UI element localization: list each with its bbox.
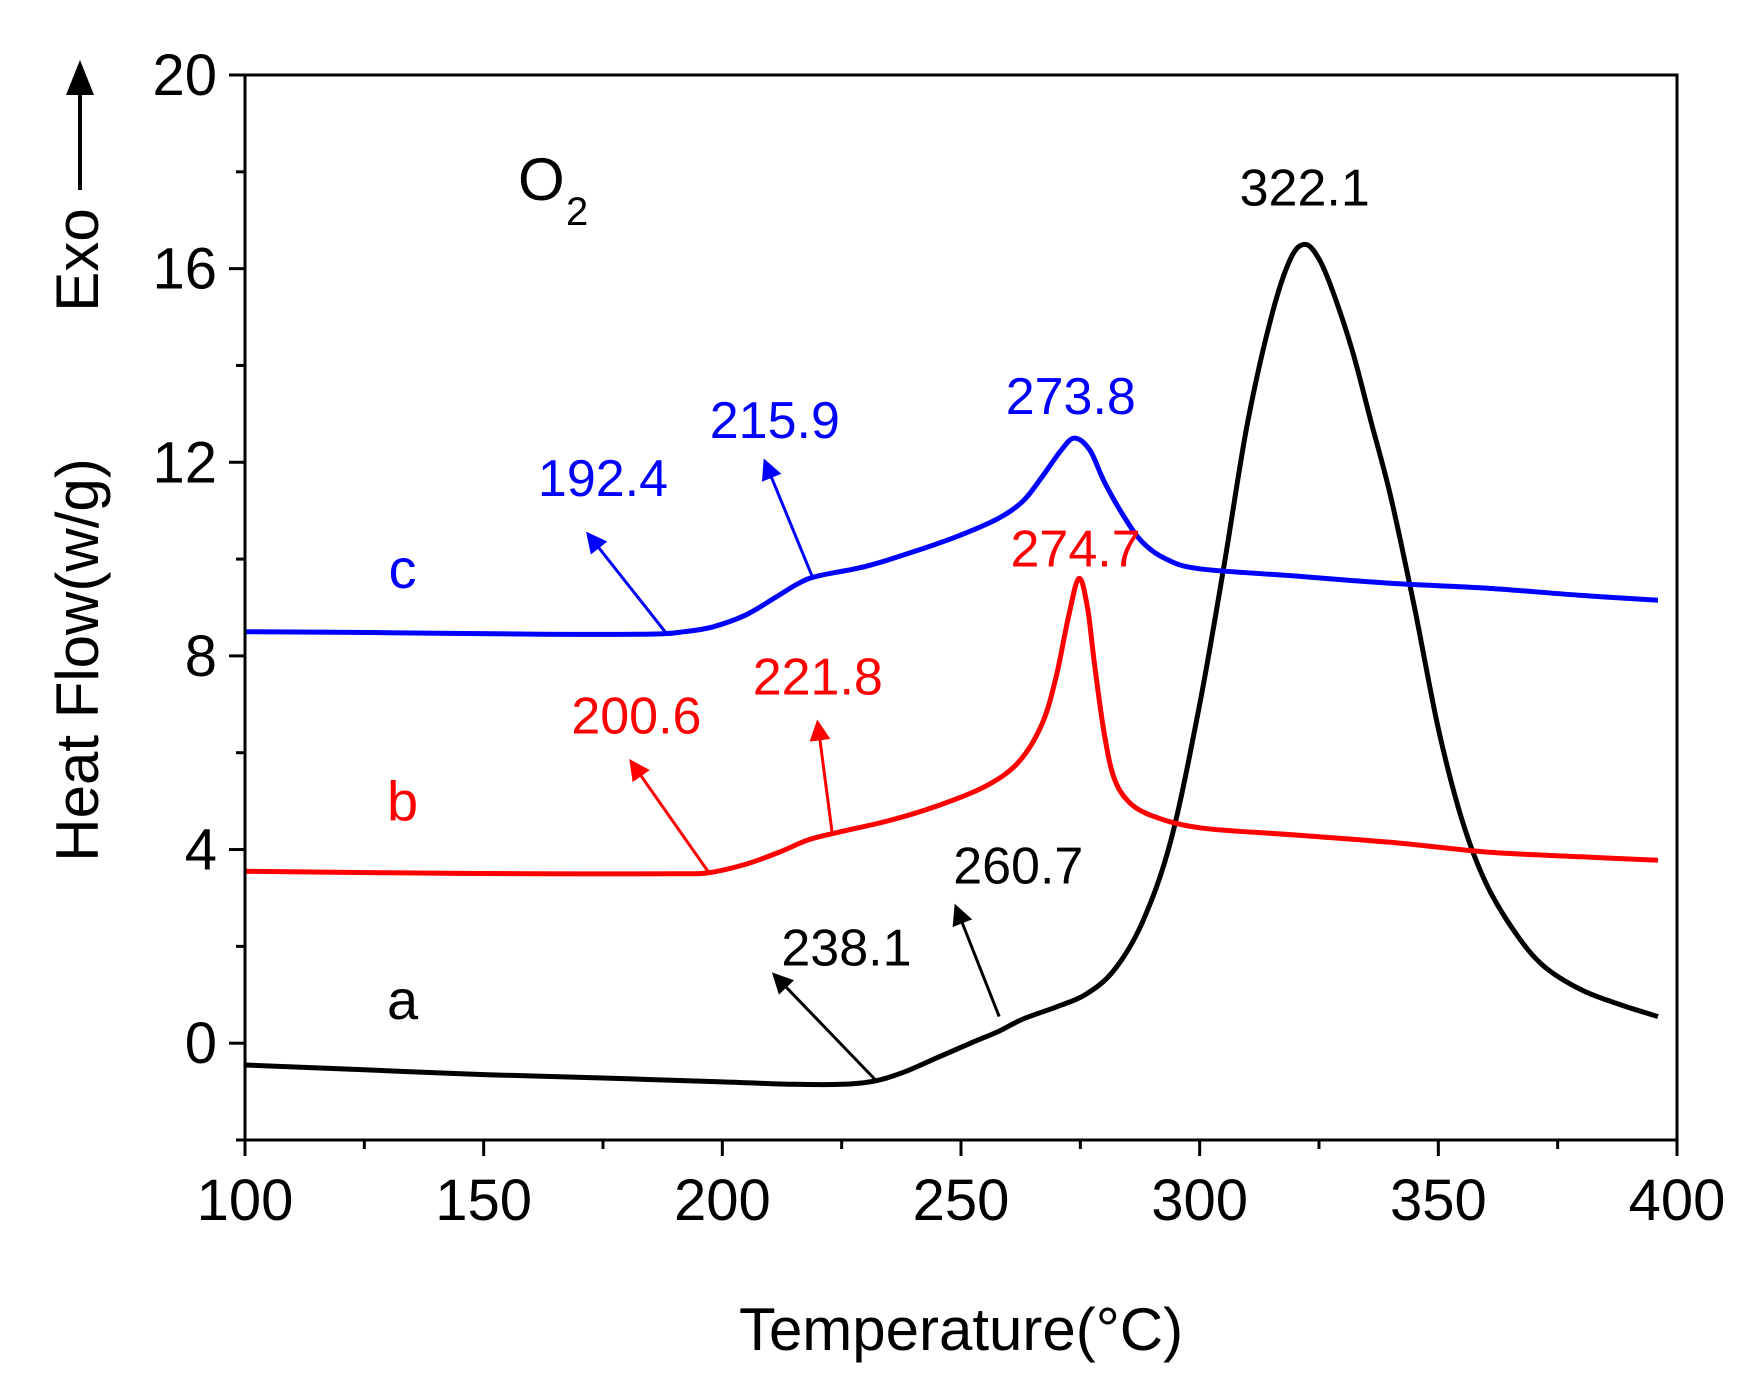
axis-tick-labels: 100 150 200 250 300 350 400 0 4 8 12 16 20 (152, 43, 1725, 1233)
annotation-221.8: 221.8 (753, 649, 883, 707)
series-label-c: c (389, 537, 417, 600)
annotation-labels: 322.1 238.1 260.7 274.7 200.6 221.8 273.8 192.4… (538, 160, 1370, 978)
x-tick-label: 300 (1151, 1168, 1248, 1233)
annotation-arrow-192.4 (586, 531, 667, 633)
series-b-line (244, 576, 1659, 877)
exo-arrow-icon (66, 60, 94, 95)
series-labels: a b c (387, 537, 419, 1031)
gas-label: O 2 (518, 146, 588, 234)
annotation-322.1: 322.1 (1240, 160, 1370, 218)
x-tick-label: 100 (197, 1168, 294, 1233)
y-tick-label: 0 (185, 1011, 217, 1076)
y-axis-exo-label: Exo (44, 208, 111, 311)
annotation-200.6: 200.6 (571, 687, 701, 745)
annotation-238.1: 238.1 (781, 920, 911, 978)
gas-label-main: O (518, 146, 565, 213)
annotation-215.9: 215.9 (710, 392, 840, 450)
y-tick-label: 16 (152, 237, 217, 302)
y-axis-title: Heat Flow(w/g) (44, 458, 111, 861)
y-axis-title-group: Heat Flow(w/g) Exo (44, 60, 111, 862)
x-axis-title: Temperature(°C) (739, 1296, 1183, 1363)
x-tick-label: 350 (1390, 1168, 1487, 1233)
annotation-192.4: 192.4 (538, 450, 668, 508)
annotation-273.8: 273.8 (1006, 368, 1136, 426)
annotation-arrow-215.9 (761, 458, 815, 580)
series-a-line (244, 241, 1659, 1088)
plot-frame (243, 73, 1679, 1142)
annotation-arrow-260.7 (952, 903, 1001, 1018)
annotation-arrow-221.8 (809, 719, 834, 833)
y-tick-label: 8 (185, 624, 217, 689)
y-tick-label: 20 (152, 43, 217, 108)
x-tick-label: 400 (1629, 1168, 1726, 1233)
axis-ticks (229, 73, 1679, 1156)
data-series (244, 241, 1659, 1088)
annotation-260.7: 260.7 (953, 837, 1083, 895)
annotation-arrow-238.1 (771, 972, 877, 1081)
x-tick-label: 250 (913, 1168, 1010, 1233)
series-label-b: b (387, 770, 418, 833)
y-tick-label: 4 (185, 818, 217, 883)
gas-label-subscript: 2 (566, 190, 588, 234)
annotation-arrow-200.6 (629, 758, 710, 873)
annotation-arrows (586, 458, 1001, 1081)
x-tick-label: 150 (435, 1168, 532, 1233)
x-tick-label: 200 (674, 1168, 771, 1233)
y-tick-label: 12 (152, 430, 217, 495)
series-label-a: a (387, 968, 419, 1031)
annotation-274.7: 274.7 (1010, 520, 1140, 578)
series-c-line (244, 435, 1659, 637)
